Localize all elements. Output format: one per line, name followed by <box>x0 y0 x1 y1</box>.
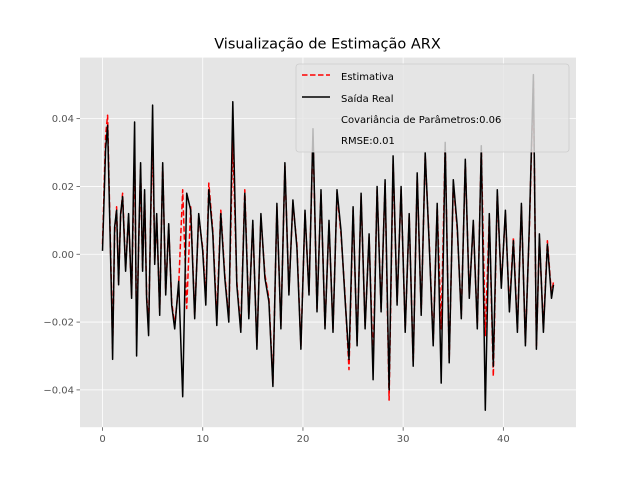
legend-note-covariancia: Covariância de Parâmetros:0.06 <box>341 114 501 126</box>
x-tick-label: 10 <box>196 434 209 445</box>
series-line-saida-real <box>101 73 555 411</box>
x-tick-label: 30 <box>397 434 410 445</box>
y-tick-label: 0.02 <box>52 182 74 193</box>
y-tick-label: −0.04 <box>43 385 74 396</box>
series-group <box>101 73 555 411</box>
x-tick-label: 40 <box>497 434 510 445</box>
legend-note-rmse: RMSE:0.01 <box>341 136 395 147</box>
x-tick-label: 20 <box>297 434 310 445</box>
legend-label-estimativa: Estimativa <box>341 72 394 83</box>
chart-title: Visualização de Estimação ARX <box>214 37 441 53</box>
x-tick-label: 0 <box>99 434 105 445</box>
x-axis: 0 10 20 30 40 <box>99 427 510 445</box>
y-tick-label: −0.02 <box>43 318 74 329</box>
y-tick-label: 0.04 <box>52 114 74 125</box>
legend-label-saida-real: Saída Real <box>341 93 393 105</box>
y-axis: −0.04 −0.02 0.00 0.02 0.04 <box>43 114 80 396</box>
legend: Estimativa Saída Real Covariância de Par… <box>295 63 570 153</box>
legend-box <box>295 63 570 153</box>
y-tick-label: 0.00 <box>52 250 74 261</box>
